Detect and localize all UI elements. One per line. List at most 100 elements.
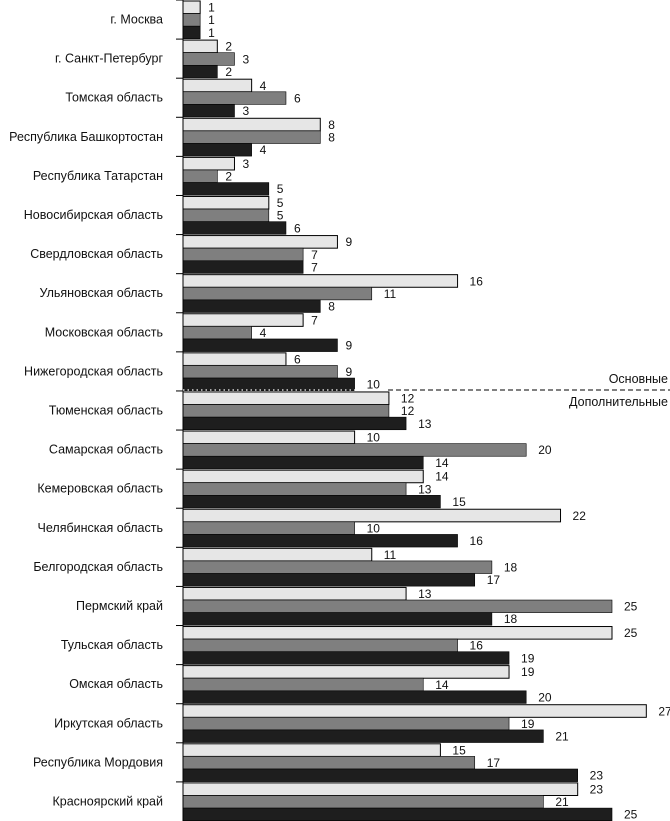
data-label: 16 bbox=[470, 639, 484, 653]
data-label: 1 bbox=[208, 26, 215, 40]
bar bbox=[182, 299, 321, 313]
bar bbox=[182, 247, 304, 262]
data-label: 10 bbox=[367, 431, 381, 445]
bar bbox=[182, 338, 338, 352]
bar bbox=[182, 52, 235, 66]
data-label: 20 bbox=[538, 443, 552, 457]
bar bbox=[182, 208, 270, 222]
data-label: 11 bbox=[384, 287, 397, 301]
bar bbox=[182, 729, 544, 743]
data-label: 15 bbox=[452, 743, 466, 757]
bar bbox=[182, 143, 252, 157]
data-label: 23 bbox=[590, 769, 604, 783]
bar bbox=[182, 626, 613, 640]
bar bbox=[182, 795, 544, 809]
data-label: 9 bbox=[345, 365, 352, 379]
category-label: Республика Башкортостан bbox=[9, 130, 163, 144]
data-label: 4 bbox=[260, 326, 267, 340]
data-label: 18 bbox=[504, 561, 518, 575]
bar bbox=[182, 313, 304, 327]
category-labels: г. Москва г. Санкт-Петербург Томская облас… bbox=[9, 13, 163, 809]
category-label: Новосибирская область bbox=[24, 208, 163, 222]
bar bbox=[182, 117, 321, 132]
divider-group: Основные Дополнительные bbox=[183, 372, 670, 409]
category-label: Пермский край bbox=[76, 599, 163, 613]
data-label: 5 bbox=[277, 182, 284, 196]
data-label: 5 bbox=[277, 209, 284, 223]
data-label: 11 bbox=[384, 548, 397, 562]
category-label: Тюменская область bbox=[49, 404, 163, 418]
data-label: 18 bbox=[504, 612, 518, 626]
data-label: 2 bbox=[225, 170, 232, 184]
bar bbox=[182, 260, 304, 274]
category-label: Республика Мордовия bbox=[33, 755, 163, 769]
data-label: 4 bbox=[260, 79, 267, 93]
bar bbox=[182, 704, 647, 718]
bar bbox=[182, 508, 562, 523]
bar bbox=[182, 195, 270, 210]
data-label: 1 bbox=[208, 13, 215, 27]
data-label: 2 bbox=[225, 40, 232, 54]
category-label: Свердловская область bbox=[30, 247, 163, 261]
category-label: Омская область bbox=[69, 677, 163, 691]
category-label: Самарская область bbox=[49, 443, 163, 457]
category-label: Нижегородская область bbox=[24, 364, 163, 378]
data-label: 21 bbox=[555, 795, 569, 809]
bar bbox=[182, 13, 201, 27]
bar bbox=[182, 25, 201, 40]
data-label: 16 bbox=[470, 534, 484, 548]
data-label: 8 bbox=[328, 118, 335, 132]
bar bbox=[182, 495, 441, 509]
bar bbox=[182, 586, 407, 601]
bar bbox=[182, 455, 424, 470]
data-label: 15 bbox=[452, 495, 466, 509]
category-label: г. Санкт-Петербург bbox=[55, 52, 163, 66]
bar bbox=[182, 612, 493, 626]
bar bbox=[182, 651, 510, 665]
bar bbox=[182, 64, 218, 79]
data-label: 10 bbox=[367, 521, 381, 535]
additional-group-label: Дополнительные bbox=[569, 395, 668, 409]
data-label: 22 bbox=[573, 509, 587, 523]
data-label: 7 bbox=[311, 248, 318, 262]
category-label: г. Москва bbox=[110, 13, 163, 27]
category-label: Томская область bbox=[65, 91, 163, 105]
bar bbox=[182, 547, 373, 562]
data-label: 17 bbox=[487, 573, 501, 587]
data-label: 14 bbox=[435, 456, 449, 470]
bar bbox=[182, 377, 355, 391]
category-label: Тульская область bbox=[61, 638, 163, 652]
category-label: Кемеровская область bbox=[37, 482, 163, 496]
bar bbox=[182, 573, 476, 587]
data-label: 5 bbox=[277, 196, 284, 210]
data-label: 17 bbox=[487, 756, 501, 770]
bar bbox=[182, 352, 287, 366]
data-label: 14 bbox=[435, 470, 449, 484]
bar bbox=[182, 717, 510, 731]
bar bbox=[182, 743, 441, 757]
axis-ticks bbox=[176, 0, 183, 783]
data-label: 3 bbox=[242, 52, 249, 66]
data-label: 21 bbox=[555, 730, 569, 744]
bar bbox=[182, 404, 390, 418]
bar bbox=[182, 756, 476, 770]
data-label: 16 bbox=[470, 274, 484, 288]
bar bbox=[182, 169, 218, 183]
data-label: 20 bbox=[538, 690, 552, 704]
data-label: 13 bbox=[418, 417, 432, 431]
data-label: 8 bbox=[328, 130, 335, 144]
data-label: 3 bbox=[242, 157, 249, 171]
data-label: 6 bbox=[294, 91, 301, 105]
bar bbox=[182, 78, 253, 93]
bar bbox=[182, 221, 287, 235]
category-label: Ульяновская область bbox=[39, 286, 163, 300]
data-label: 6 bbox=[294, 352, 301, 366]
bar bbox=[182, 443, 527, 457]
data-label: 25 bbox=[624, 600, 638, 614]
data-label: 25 bbox=[624, 626, 638, 640]
main-group-label: Основные bbox=[609, 372, 668, 386]
data-label: 7 bbox=[311, 260, 318, 274]
data-label: 4 bbox=[260, 143, 267, 157]
category-label: Красноярский край bbox=[52, 794, 163, 808]
